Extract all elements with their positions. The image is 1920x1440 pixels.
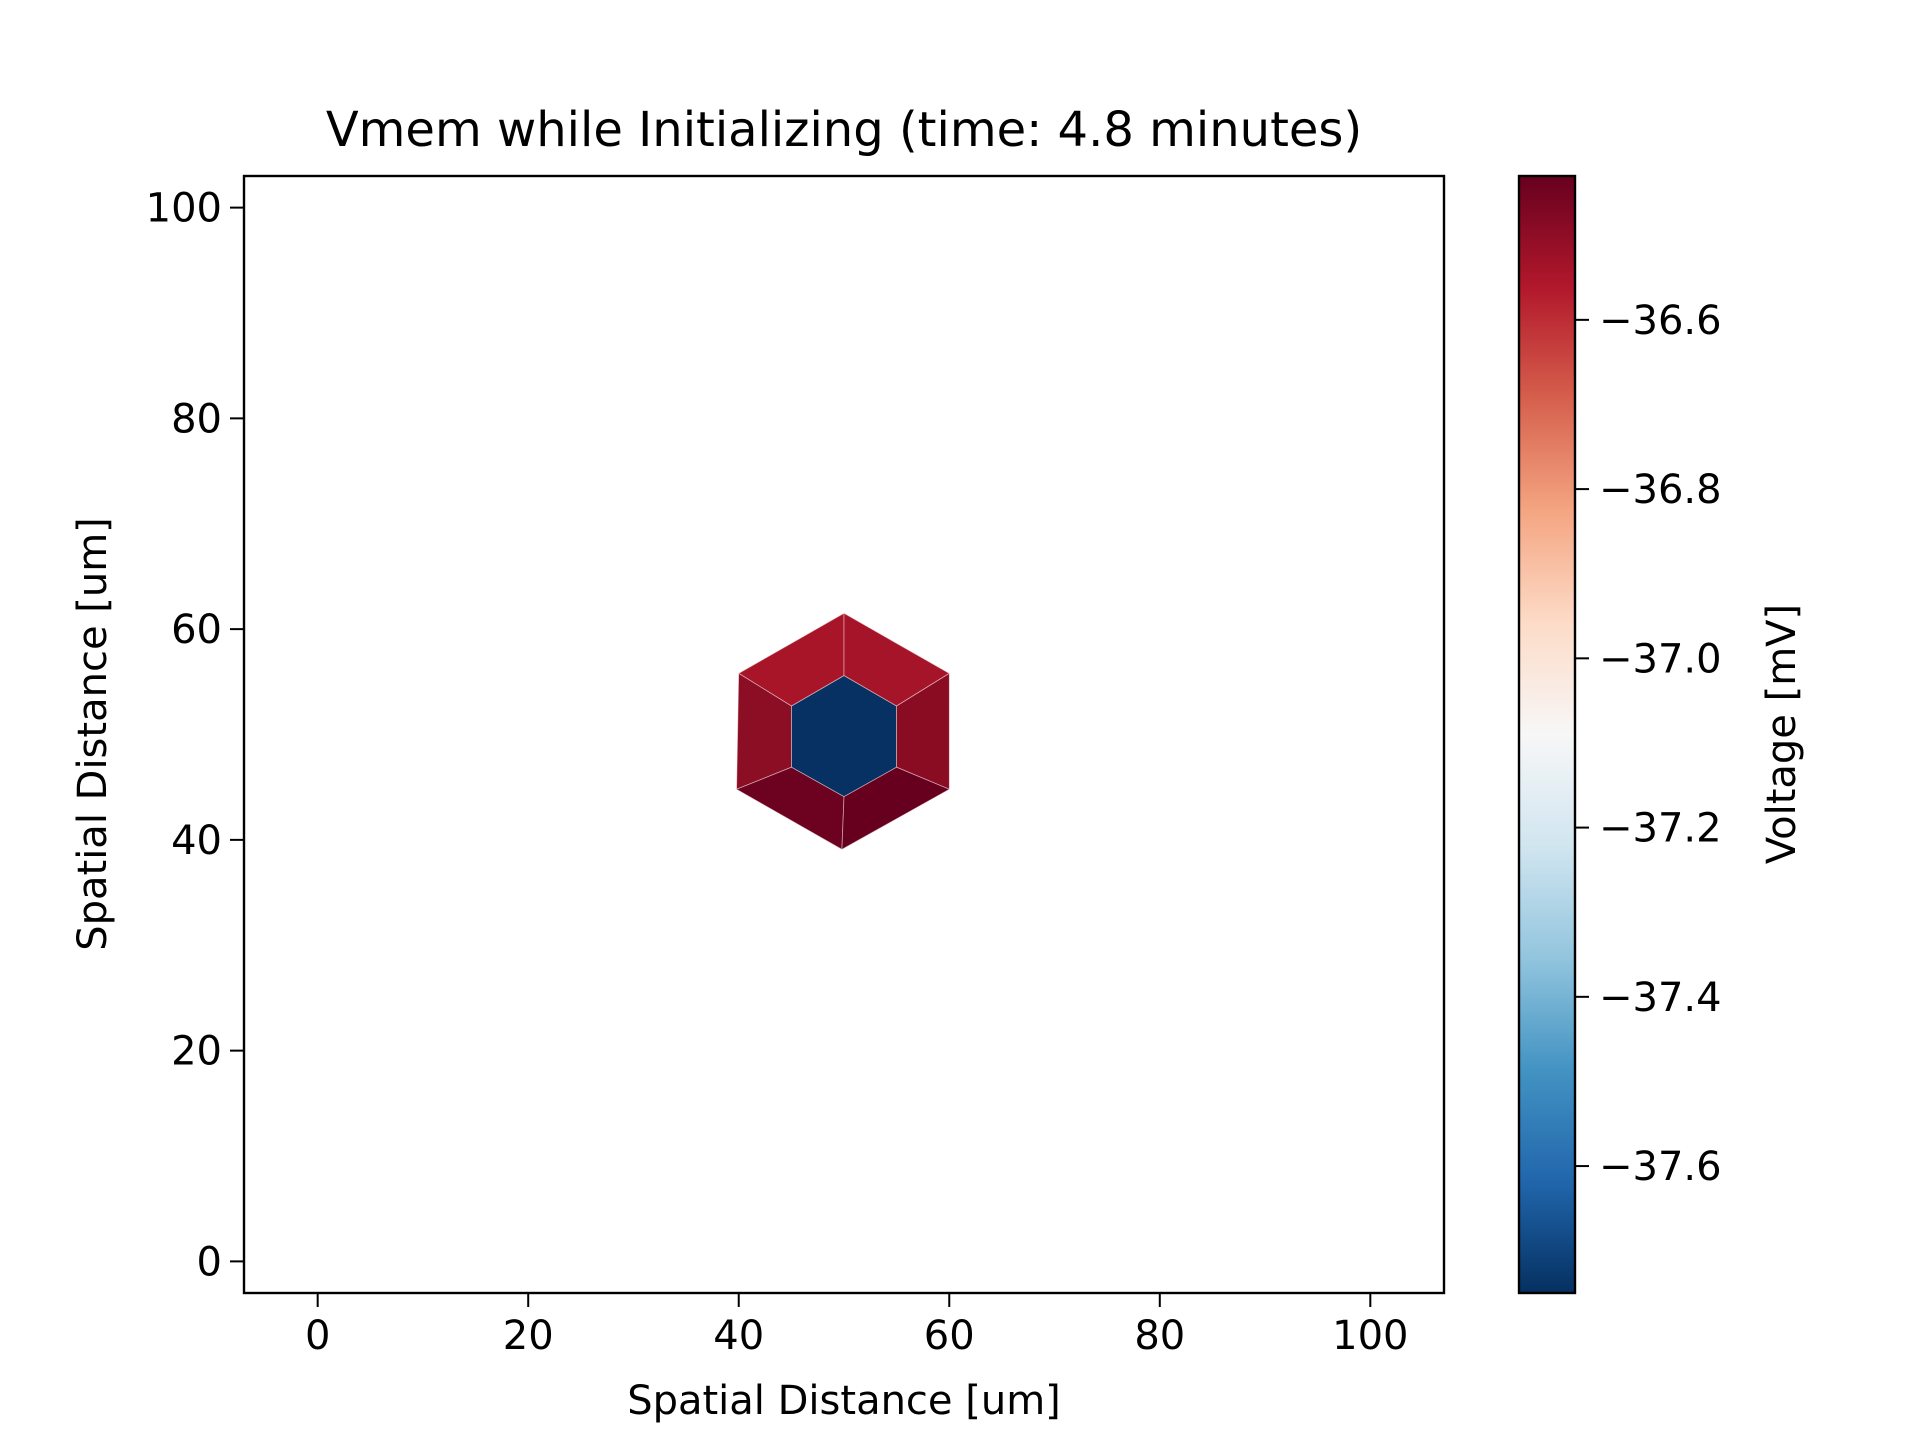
chart-title: Vmem while Initializing (time: 4.8 minut… xyxy=(326,102,1362,158)
x-tick-label: 100 xyxy=(1332,1313,1408,1359)
colorbar xyxy=(1517,174,1577,1295)
x-tick-label: 0 xyxy=(305,1313,330,1359)
x-axis-label: Spatial Distance [um] xyxy=(627,1378,1061,1424)
colorbar-tick-label: −37.4 xyxy=(1599,975,1722,1021)
colorbar-tick-label: −37.0 xyxy=(1599,636,1722,682)
x-tick-label: 80 xyxy=(1134,1313,1185,1359)
plot-frame xyxy=(242,174,1446,1295)
y-tick-label: 20 xyxy=(171,1029,222,1075)
colorbar-tick-label: −36.6 xyxy=(1599,298,1722,344)
colorbar-label: Voltage [mV] xyxy=(1759,604,1805,864)
colorbar-ticks: −36.6 −36.8 −37.0 −37.2 −37.4 −37.6 xyxy=(1575,298,1722,1190)
x-tick-label: 20 xyxy=(503,1313,554,1359)
colorbar-tick-label: −37.2 xyxy=(1599,806,1722,852)
y-tick-label: 0 xyxy=(197,1239,222,1285)
x-tick-label: 40 xyxy=(713,1313,764,1359)
y-tick-label: 40 xyxy=(171,818,222,864)
colorbar-tick-label: −36.8 xyxy=(1599,467,1722,513)
x-tick-label: 60 xyxy=(924,1313,975,1359)
y-axis-ticks: 0 20 40 60 80 100 xyxy=(146,186,244,1285)
y-tick-label: 60 xyxy=(171,607,222,653)
y-axis-label: Spatial Distance [um] xyxy=(70,517,116,951)
y-tick-label: 100 xyxy=(146,186,222,232)
cell-bottom-right xyxy=(841,766,951,851)
y-tick-label: 80 xyxy=(171,396,222,442)
heatmap-cells xyxy=(735,612,951,851)
x-axis-ticks: 0 20 40 60 80 100 xyxy=(305,1293,1408,1359)
colorbar-tick-label: −37.6 xyxy=(1599,1144,1722,1190)
